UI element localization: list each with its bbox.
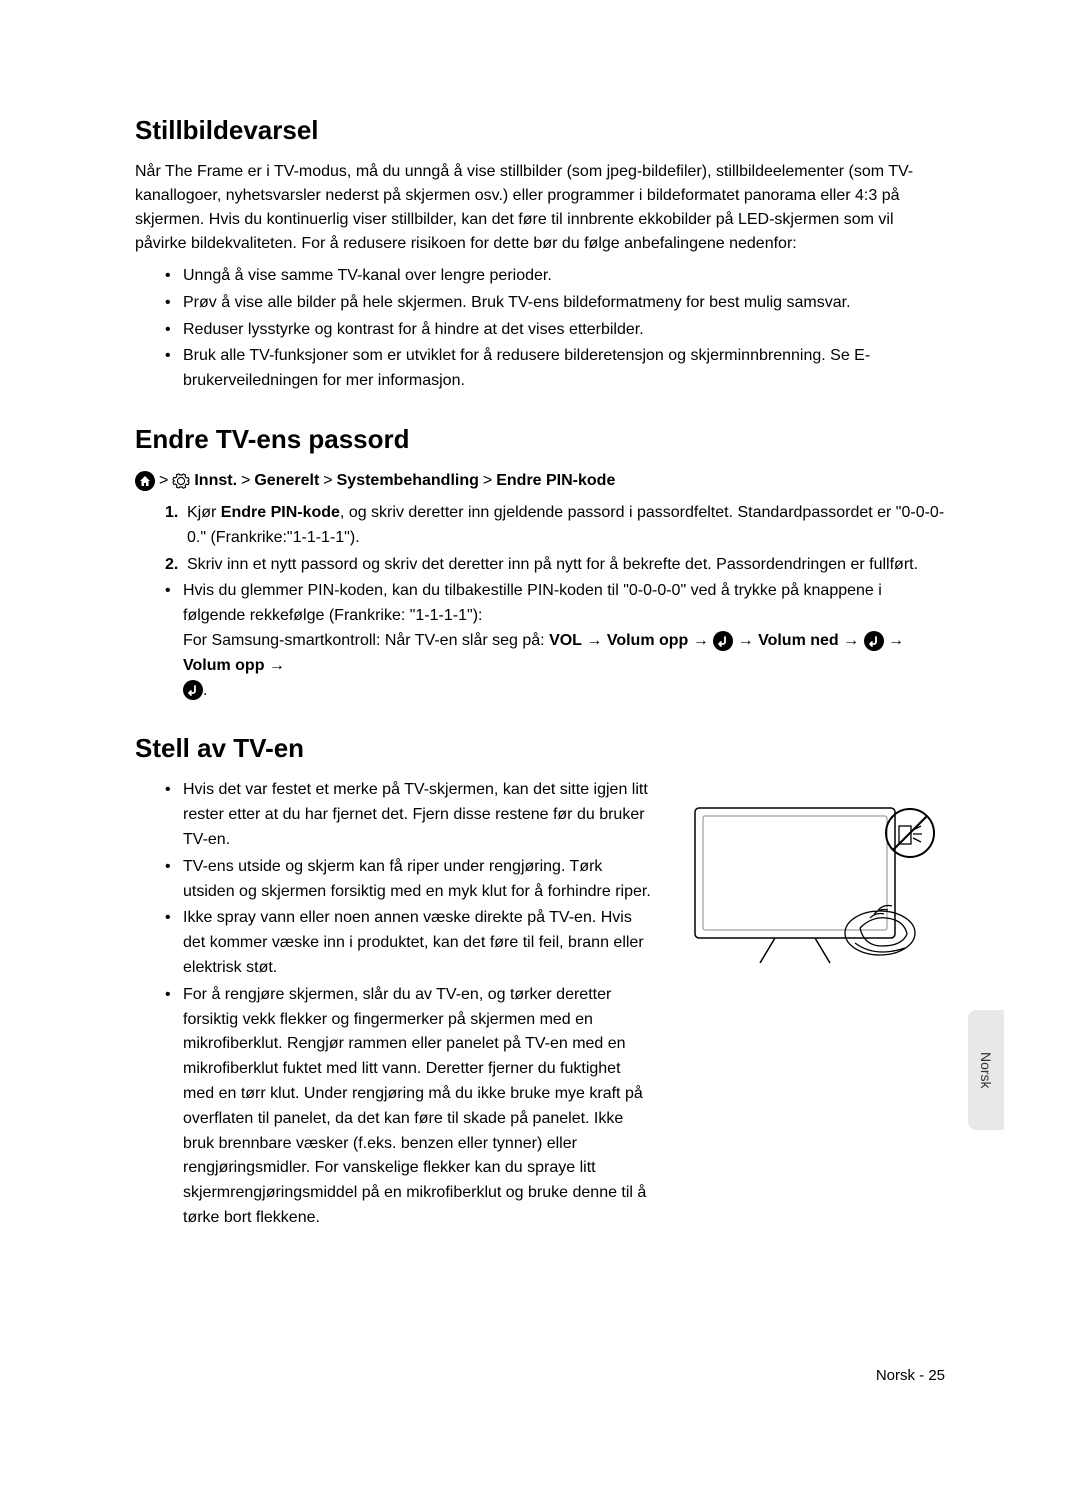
arrow: → <box>839 632 864 649</box>
heading-stillbildevarsel: Stillbildevarsel <box>135 115 945 146</box>
list-stell: Hvis det var festet et merke på TV-skjer… <box>135 778 655 1230</box>
key-voldn: Volum ned <box>758 632 839 649</box>
arrow: → <box>884 632 904 649</box>
list-item: Unngå å vise samme TV-kanal over lengre … <box>165 264 945 289</box>
list-item: Ikke spray vann eller noen annen væske d… <box>165 906 655 980</box>
step-bold: Endre PIN-kode <box>221 504 340 521</box>
dot: . <box>203 682 207 699</box>
pin-reset-line1: Hvis du glemmer PIN-koden, kan du tilbak… <box>183 582 882 624</box>
step-text: Kjør <box>187 504 221 521</box>
return-icon <box>713 631 733 651</box>
list-item: Hvis det var festet et merke på TV-skjer… <box>165 778 655 852</box>
step-text: Skriv inn et nytt passord og skriv det d… <box>187 556 918 573</box>
key-volup: Volum opp <box>183 657 264 674</box>
arrow: → <box>688 632 713 649</box>
step-number: 2. <box>165 553 178 578</box>
breadcrumb-sep: > <box>241 469 250 493</box>
steps-list: 1. Kjør Endre PIN-kode, og skriv derette… <box>135 501 945 577</box>
language-label: Norsk <box>978 1052 994 1089</box>
list-item: TV-ens utside og skjerm kan få riper und… <box>165 855 655 905</box>
breadcrumb-item: Endre PIN-kode <box>496 469 615 493</box>
home-icon <box>135 471 155 491</box>
pin-reset-list: Hvis du glemmer PIN-koden, kan du tilbak… <box>135 579 945 703</box>
heading-stell: Stell av TV-en <box>135 733 945 764</box>
arrow: → <box>582 632 607 649</box>
list-item: Hvis du glemmer PIN-koden, kan du tilbak… <box>165 579 945 703</box>
step-number: 1. <box>165 501 178 526</box>
step-item: 2. Skriv inn et nytt passord og skriv de… <box>165 553 945 578</box>
list-item: Bruk alle TV-funksjoner som er utviklet … <box>165 344 945 394</box>
language-tab: Norsk <box>968 1010 1004 1130</box>
return-icon <box>864 631 884 651</box>
page-footer: Norsk - 25 <box>876 1367 945 1384</box>
breadcrumb-sep: > <box>159 469 168 493</box>
list-item: Reduser lysstyrke og kontrast for å hind… <box>165 318 945 343</box>
pin-reset-line2: For Samsung-smartkontroll: Når TV-en slå… <box>183 632 549 649</box>
settings-icon <box>172 472 190 490</box>
breadcrumb-nav: > Innst. > Generelt > Systembehandling >… <box>135 469 945 493</box>
breadcrumb-sep: > <box>323 469 332 493</box>
intro-stillbildevarsel: Når The Frame er i TV-modus, må du unngå… <box>135 160 945 256</box>
breadcrumb-sep: > <box>483 469 492 493</box>
step-item: 1. Kjør Endre PIN-kode, og skriv derette… <box>165 501 945 551</box>
breadcrumb-item: Generelt <box>254 469 319 493</box>
cleaning-illustration <box>685 788 945 993</box>
key-vol: VOL <box>549 632 582 649</box>
key-volup: Volum opp <box>607 632 688 649</box>
list-item: For å rengjøre skjermen, slår du av TV-e… <box>165 983 655 1231</box>
list-item: Prøv å vise alle bilder på hele skjermen… <box>165 291 945 316</box>
breadcrumb-item: Innst. <box>194 469 237 493</box>
arrow: → <box>733 632 758 649</box>
breadcrumb-item: Systembehandling <box>337 469 479 493</box>
arrow: → <box>264 657 284 674</box>
heading-endre-passord: Endre TV-ens passord <box>135 424 945 455</box>
return-icon <box>183 680 203 700</box>
list-stillbildevarsel: Unngå å vise samme TV-kanal over lengre … <box>135 264 945 394</box>
